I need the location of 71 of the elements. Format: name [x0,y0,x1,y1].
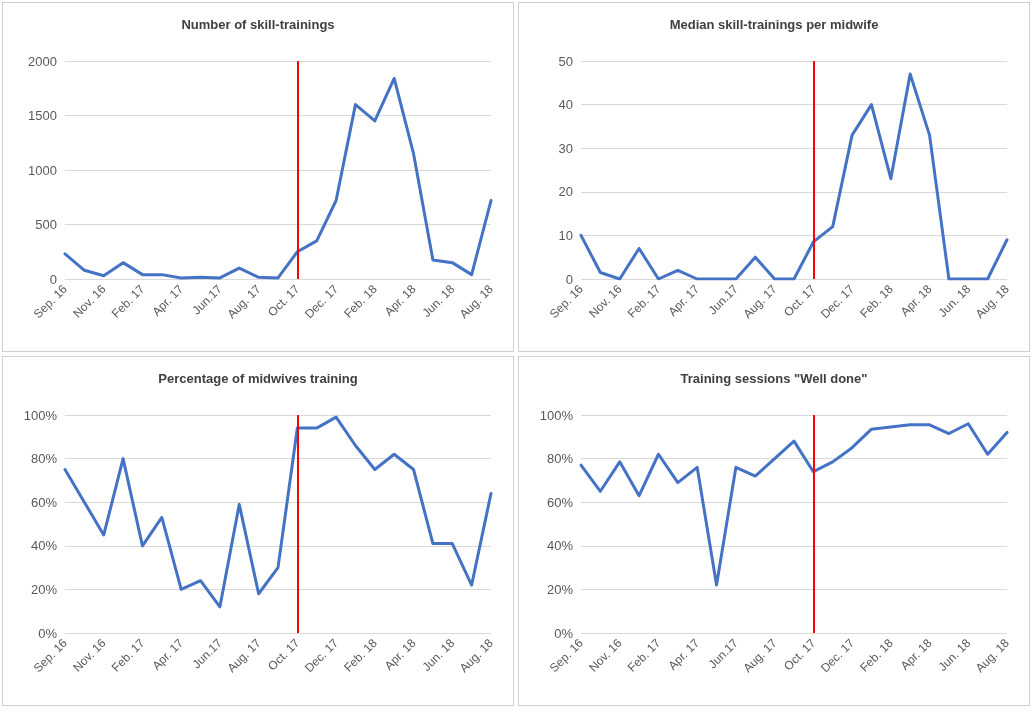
y-tick-label: 80% [546,451,574,467]
x-tick-label: Aug. 18 [972,635,1013,676]
chart-title: Percentage of midwives training [158,371,358,386]
y-tick-label: 0% [554,625,574,641]
line-series [579,422,1009,587]
y-tick-label: 50 [558,53,573,69]
chart-title: Median skill-trainings per midwife [669,17,879,32]
x-tick-label: Jun. 18 [419,281,458,320]
x-tick-label: Nov. 16 [586,635,625,675]
x-tick-label: Dec. 17 [817,281,858,322]
x-tick-label: Dec. 17 [301,635,342,676]
x-tick-label: Aug. 18 [972,281,1013,322]
line-series [579,72,1009,281]
x-tick-label: Feb. 17 [108,281,148,321]
x-tick-label: Dec. 17 [817,635,858,676]
x-tick-label: Apr. 18 [381,635,419,673]
line-series [63,76,493,280]
x-tick-label: Aug. 17 [740,281,780,322]
x-tick-label: Jun. 18 [935,635,974,674]
y-tick-label: 100% [539,407,574,423]
x-tick-label: Aug. 17 [224,635,264,676]
y-tick-label: 30 [558,140,573,156]
x-tick-label: Nov. 16 [70,281,109,321]
x-tick-label: Oct. 17 [781,635,819,674]
x-tick-label: Apr. 17 [665,281,703,319]
x-tick-label: Apr. 18 [897,635,935,673]
line-series [63,415,493,609]
y-tick-label: 0 [49,271,57,287]
x-tick-label: Oct. 17 [265,281,303,320]
x-tick-label: Feb. 17 [624,281,664,321]
x-tick-label: Aug. 17 [224,281,264,322]
x-tick-label: Feb. 18 [341,281,380,321]
y-tick-label: 0 [565,271,573,287]
y-tick-label: 40 [558,97,573,113]
x-tick-label: Feb. 17 [624,635,664,675]
x-tick-label: Feb. 18 [857,635,896,675]
x-tick-label: Oct. 17 [265,635,303,674]
y-tick-label: 20% [30,581,58,597]
x-tick-label: Apr. 18 [897,281,935,319]
y-tick-label: 60% [30,494,58,510]
x-tick-label: Aug. 17 [740,635,780,676]
y-tick-label: 500 [35,217,57,232]
x-tick-label: Feb. 17 [108,635,148,675]
y-tick-label: 10 [558,227,573,243]
x-tick-label: Nov. 16 [586,281,625,321]
x-tick-label: Apr. 18 [381,281,419,319]
y-tick-label: 40% [30,538,58,554]
y-tick-label: 20 [558,184,573,200]
x-tick-label: Aug. 18 [456,635,497,676]
y-tick-label: 40% [546,538,574,554]
chart-title: Number of skill-trainings [181,17,335,32]
y-tick-label: 2000 [28,53,57,69]
x-tick-label: Feb. 18 [341,635,380,675]
chart-title: Training sessions "Well done" [680,371,868,386]
x-tick-label: Dec. 17 [301,281,342,322]
x-tick-label: Apr. 17 [149,635,187,673]
x-tick-label: Feb. 18 [857,281,896,321]
y-tick-label: 20% [546,581,574,597]
x-tick-label: Oct. 17 [781,281,819,320]
x-tick-label: Aug. 18 [456,281,497,322]
y-tick-label: 1500 [28,108,57,123]
x-tick-label: Apr. 17 [149,281,187,319]
y-tick-label: 80% [30,451,58,467]
y-tick-label: 60% [546,494,574,510]
x-tick-label: Jun. 18 [419,635,458,674]
x-tick-label: Apr. 17 [665,635,703,673]
x-tick-label: Nov. 16 [70,635,109,675]
x-tick-label: Jun. 18 [935,281,974,320]
y-tick-label: 100% [23,407,58,423]
y-tick-label: 0% [38,625,58,641]
y-tick-label: 1000 [28,162,57,178]
